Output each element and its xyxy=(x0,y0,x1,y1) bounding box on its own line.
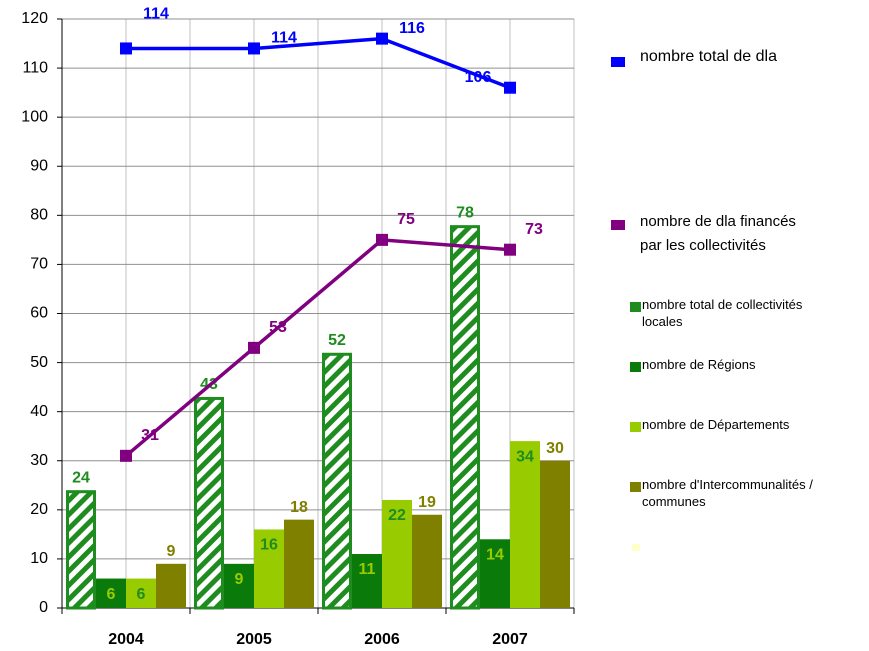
line-marker xyxy=(248,341,260,354)
y-tick-label: 110 xyxy=(22,59,48,76)
legend-swatch xyxy=(630,482,641,492)
x-tick-label: 2007 xyxy=(492,631,528,648)
data-label: 9 xyxy=(235,571,244,588)
y-tick-label: 60 xyxy=(30,305,48,322)
data-label: 34 xyxy=(516,448,534,465)
y-tick-label: 40 xyxy=(30,403,48,420)
line-marker xyxy=(504,243,516,256)
legend-label: nombre d'Intercommunalités / communes xyxy=(642,477,813,509)
data-label: 24 xyxy=(72,469,90,486)
legend-swatch xyxy=(630,362,641,372)
legend-swatch xyxy=(630,422,641,432)
legend-swatch-empty xyxy=(632,544,640,551)
y-tick-label: 100 xyxy=(21,108,48,125)
data-label: 14 xyxy=(486,547,504,564)
legend-label: nombre de Départements xyxy=(642,417,790,432)
line-label: 116 xyxy=(399,20,425,37)
y-tick-label: 120 xyxy=(21,10,48,27)
bar xyxy=(322,352,352,610)
bar xyxy=(224,563,254,608)
line-marker xyxy=(504,81,516,94)
line-label: 31 xyxy=(141,427,159,444)
line xyxy=(124,238,511,458)
bar xyxy=(66,490,96,610)
data-label: 6 xyxy=(137,586,146,603)
data-label: 30 xyxy=(546,440,564,457)
legend-swatch xyxy=(630,302,641,312)
bar xyxy=(194,396,224,610)
legend-label: nombre total de collectivités locales xyxy=(642,297,803,329)
legend-swatch xyxy=(611,220,625,230)
y-tick-label: 50 xyxy=(30,354,48,371)
legend-label: nombre total de dla xyxy=(640,48,777,65)
legend-swatch xyxy=(611,57,625,67)
line-marker xyxy=(248,42,260,55)
line-label: 73 xyxy=(525,221,543,238)
data-label: 22 xyxy=(388,507,406,524)
line-label: 114 xyxy=(143,6,169,23)
bar xyxy=(412,514,442,608)
data-label: 52 xyxy=(328,332,346,349)
bar xyxy=(352,554,382,608)
line-marker xyxy=(120,42,132,55)
y-tick-label: 20 xyxy=(30,501,48,518)
line-label: 53 xyxy=(269,319,287,336)
bar xyxy=(450,225,480,610)
x-tick-label: 2004 xyxy=(108,631,144,648)
bar xyxy=(156,563,186,608)
line-marker xyxy=(120,449,132,462)
x-tick-label: 2006 xyxy=(364,631,400,648)
y-tick-label: 70 xyxy=(30,256,48,273)
bar xyxy=(254,529,284,608)
y-tick-label: 10 xyxy=(30,550,48,567)
legend-label: nombre de dla financés par les collectiv… xyxy=(640,213,796,254)
line-marker xyxy=(376,32,388,45)
data-label: 16 xyxy=(260,537,278,554)
data-label: 6 xyxy=(107,586,116,603)
legend-label: nombre de Régions xyxy=(642,357,756,372)
line-marker xyxy=(376,233,388,246)
bar xyxy=(510,441,540,608)
y-tick-label: 80 xyxy=(30,207,48,224)
bar xyxy=(96,578,126,608)
bar xyxy=(382,500,412,608)
data-label: 19 xyxy=(418,494,436,511)
data-label: 11 xyxy=(359,561,376,578)
bar xyxy=(284,519,314,608)
bar xyxy=(540,460,570,608)
y-tick-label: 90 xyxy=(30,157,48,174)
line-label: 114 xyxy=(271,30,297,47)
data-label: 18 xyxy=(290,499,308,516)
data-label: 78 xyxy=(456,204,474,221)
y-tick-label: 0 xyxy=(39,599,48,616)
bar xyxy=(480,539,510,608)
bar xyxy=(126,578,156,608)
x-tick-label: 2005 xyxy=(236,631,272,648)
data-label: 9 xyxy=(167,543,176,560)
line-label: 75 xyxy=(397,211,415,228)
line-label: 106 xyxy=(465,69,492,86)
y-tick-label: 30 xyxy=(30,452,48,469)
line xyxy=(126,36,511,90)
